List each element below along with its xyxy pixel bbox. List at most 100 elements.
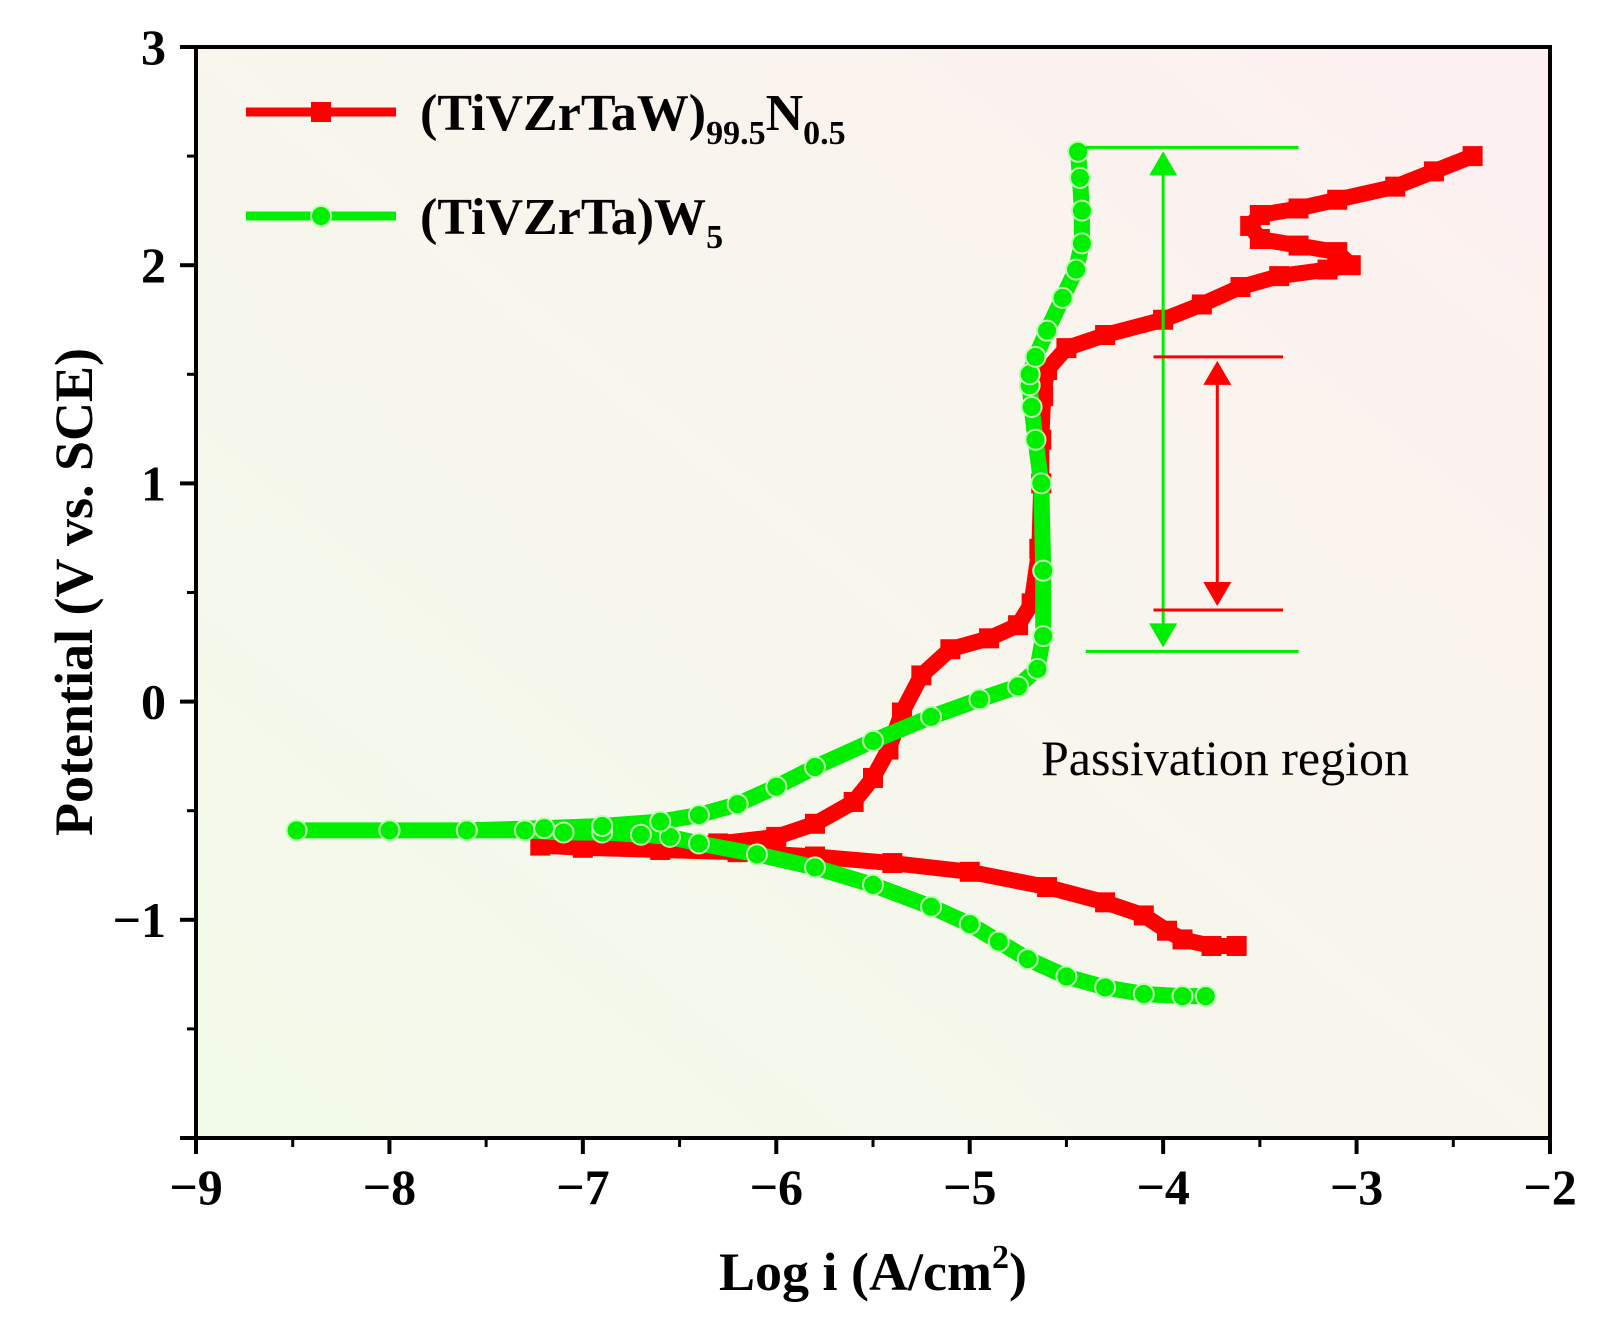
data-point xyxy=(911,665,932,686)
legend-label-green-sub1: 5 xyxy=(706,219,723,256)
data-point xyxy=(1249,205,1270,226)
data-point xyxy=(1201,935,1222,956)
data-point xyxy=(1055,965,1078,988)
y-tick-label: −1 xyxy=(113,892,167,948)
legend-item-red: (TiVZrTaW)99.5N0.5 xyxy=(246,85,846,152)
data-point xyxy=(1094,976,1117,999)
data-point xyxy=(1157,920,1178,941)
data-point xyxy=(803,756,826,779)
data-point xyxy=(1068,166,1091,189)
data-point xyxy=(687,804,710,827)
data-point xyxy=(1008,615,1029,636)
data-point xyxy=(1095,892,1116,913)
data-point xyxy=(629,823,652,846)
x-tick-label: −5 xyxy=(943,1159,997,1215)
data-point xyxy=(843,791,864,812)
data-point xyxy=(862,873,884,896)
plot-frame xyxy=(194,45,1552,1140)
data-point xyxy=(1288,235,1309,256)
passivation-range-red xyxy=(1153,355,1284,612)
y-tick-label: 0 xyxy=(141,674,166,730)
x-axis-title-end: ) xyxy=(1009,1242,1027,1302)
plot-area xyxy=(196,47,1550,1138)
legend-label-red-sub2: 0.5 xyxy=(803,115,846,152)
x-tick-label: −8 xyxy=(363,1159,417,1215)
data-point xyxy=(959,861,980,882)
data-point xyxy=(591,814,614,837)
data-point xyxy=(1024,345,1047,368)
data-point xyxy=(766,826,787,847)
data-point xyxy=(1462,146,1483,167)
data-point xyxy=(1194,985,1217,1008)
data-point xyxy=(1226,935,1247,956)
legend-label-green: (TiVZrTa)W5 xyxy=(420,189,723,256)
data-point xyxy=(862,729,884,752)
range-arrow-head-down xyxy=(1203,581,1232,606)
data-point xyxy=(1032,559,1055,582)
data-point xyxy=(1327,242,1348,263)
range-arrow-head-up xyxy=(1203,360,1232,385)
data-point xyxy=(1385,176,1406,197)
data-point xyxy=(1095,325,1116,346)
data-point xyxy=(1065,258,1088,281)
data-point xyxy=(1036,319,1059,342)
data-point xyxy=(1026,657,1049,680)
data-point xyxy=(1171,985,1194,1008)
data-point xyxy=(863,767,883,788)
series-layer xyxy=(285,140,1483,1008)
data-point xyxy=(513,819,536,842)
x-tick-label: −2 xyxy=(1523,1159,1577,1215)
legend-label-red: (TiVZrTaW)99.5N0.5 xyxy=(420,85,846,152)
x-axis-title: Log i (A/cm2) xyxy=(719,1239,1027,1302)
data-point xyxy=(882,853,903,874)
data-point xyxy=(1070,232,1093,255)
data-point xyxy=(1030,472,1053,495)
x-tick-label: −9 xyxy=(169,1159,223,1215)
range-arrow-head-down xyxy=(1149,623,1178,648)
legend-marker-green xyxy=(310,205,332,227)
data-point xyxy=(1032,625,1055,648)
legend-label-red-sub1: 99.5 xyxy=(706,115,766,152)
legend-item-green: (TiVZrTa)W5 xyxy=(246,189,723,256)
data-point xyxy=(765,775,788,798)
data-point xyxy=(1067,140,1090,163)
data-point xyxy=(1172,929,1193,950)
data-point xyxy=(572,837,593,858)
y-tick-label: 3 xyxy=(141,19,166,75)
data-point xyxy=(1007,675,1030,698)
data-point xyxy=(1288,198,1309,219)
legend-marker-red xyxy=(311,102,331,122)
data-point xyxy=(378,819,401,842)
data-point xyxy=(285,819,308,842)
series-green xyxy=(285,140,1217,1008)
y-tick-label: 1 xyxy=(141,455,166,511)
data-point xyxy=(958,913,981,936)
data-point xyxy=(1132,982,1155,1005)
x-tick-label: −3 xyxy=(1330,1159,1384,1215)
data-point xyxy=(1133,905,1154,926)
data-point xyxy=(533,817,556,840)
data-point xyxy=(1317,259,1338,280)
data-point xyxy=(649,810,672,833)
data-point xyxy=(892,702,913,723)
data-point xyxy=(658,825,681,848)
data-point xyxy=(1037,877,1058,898)
data-point xyxy=(804,813,825,834)
x-tick-label: −4 xyxy=(1136,1159,1190,1215)
data-point xyxy=(1020,396,1043,419)
data-point xyxy=(1051,286,1074,309)
legend-label-red-mid: N xyxy=(766,85,804,142)
data-point xyxy=(726,793,749,816)
y-axis-title: Potential (V vs. SCE) xyxy=(44,348,104,836)
data-point xyxy=(1423,161,1444,182)
data-point xyxy=(455,819,478,842)
data-point xyxy=(1056,338,1077,359)
data-point xyxy=(987,930,1010,953)
data-point xyxy=(1327,189,1348,210)
x-tick-label: −6 xyxy=(750,1159,804,1215)
y-tick-label: 2 xyxy=(141,237,166,293)
passivation-region-label: Passivation region xyxy=(1041,730,1409,786)
tick-label-layer: −9 −8 −7 −6 −5 −4 −3 −2 −1 0 1 2 3 xyxy=(113,19,1577,1215)
data-point xyxy=(920,705,943,728)
